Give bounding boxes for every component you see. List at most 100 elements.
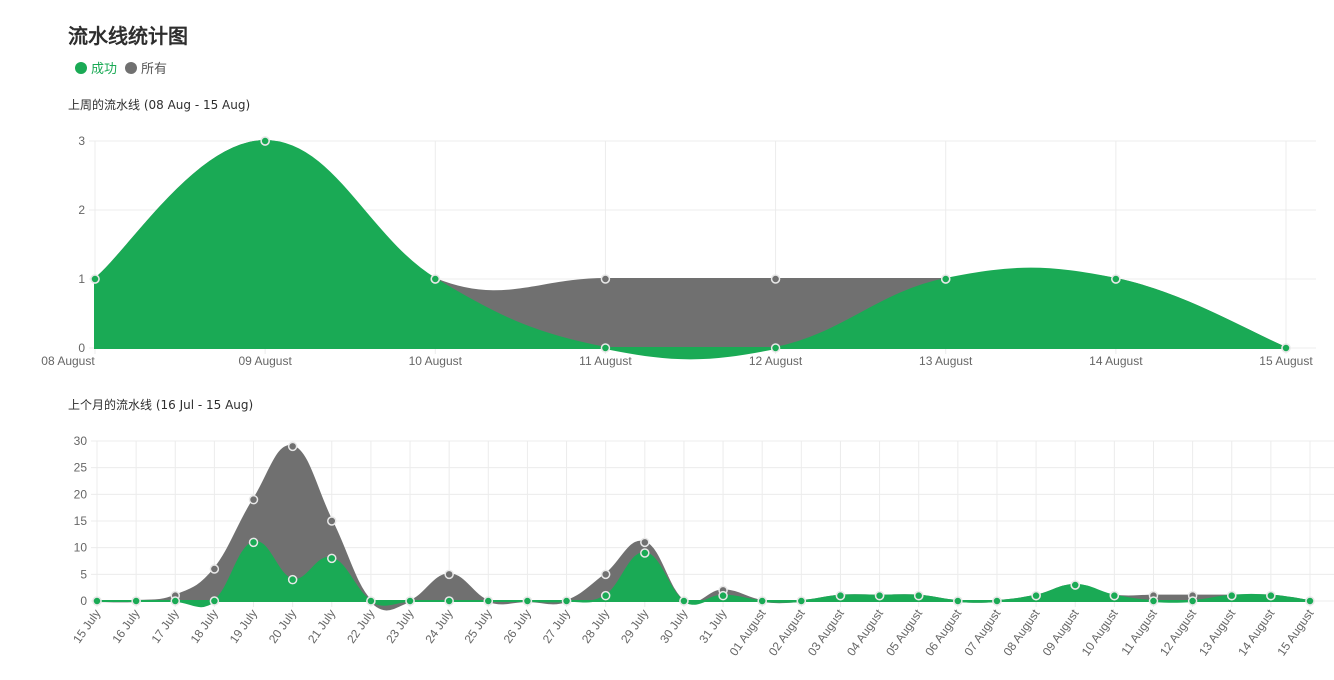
data-point-all: [640, 537, 650, 548]
data-point-success: [90, 274, 100, 284]
data-point-success: [640, 548, 650, 558]
x-tick-label: 28 July: [579, 607, 612, 646]
x-tick-label: 19 July: [227, 607, 260, 646]
chart-title-week: 上周的流水线 (08 Aug - 15 Aug): [68, 98, 251, 112]
data-point-success: [327, 553, 337, 564]
x-tick-label: 11 August: [1118, 606, 1160, 658]
x-tick-label: 08 August: [41, 354, 95, 368]
data-point-success: [757, 596, 767, 606]
x-tick-label: 13 August: [919, 354, 973, 368]
data-point-success: [600, 590, 611, 601]
data-point-success: [561, 596, 572, 606]
x-tick-label: 05 August: [883, 606, 925, 658]
data-point-success: [1109, 590, 1120, 601]
data-point-success: [874, 590, 885, 601]
x-tick-label: 16 July: [109, 607, 142, 646]
data-point-success: [1031, 590, 1041, 601]
legend: 成功 所有: [75, 58, 167, 77]
data-point-success: [92, 596, 102, 606]
data-point-success: [405, 596, 415, 606]
data-point-success: [1226, 590, 1237, 601]
page-title: 流水线统计图: [68, 24, 188, 48]
data-point-success: [1266, 590, 1276, 601]
x-tick-label: 15 July: [70, 607, 103, 646]
data-point-success: [444, 596, 454, 606]
x-tick-label: 31 July: [696, 607, 729, 646]
data-point-success: [366, 596, 376, 606]
data-point-success: [992, 596, 1002, 606]
legend-item-all[interactable]: 所有: [125, 58, 167, 77]
x-tick-label: 06 August: [922, 606, 964, 658]
x-tick-label: 14 August: [1089, 354, 1143, 368]
x-tick-label: 12 August: [749, 354, 803, 368]
x-tick-label: 29 July: [618, 607, 651, 646]
x-tick-label: 14 August: [1235, 606, 1277, 658]
data-point-success: [835, 590, 846, 601]
data-point-all: [770, 274, 781, 284]
series-area-success: [94, 139, 1287, 360]
legend-item-success[interactable]: 成功: [75, 58, 117, 77]
data-point-all: [600, 274, 611, 284]
data-point-success: [600, 343, 611, 353]
y-tick-label: 2: [78, 203, 85, 217]
legend-label: 成功: [91, 62, 118, 77]
data-point-success: [260, 136, 270, 146]
data-point-success: [287, 574, 298, 585]
x-tick-label: 10 August: [409, 354, 463, 368]
x-tick-label: 03 August: [805, 606, 847, 658]
x-tick-label: 15 August: [1274, 606, 1316, 658]
y-tick-label: 0: [80, 594, 87, 608]
x-tick-label: 04 August: [844, 606, 886, 658]
x-tick-label: 22 July: [344, 607, 377, 646]
data-point-success: [170, 596, 181, 606]
y-tick-label: 10: [74, 541, 88, 555]
x-tick-label: 08 August: [1000, 606, 1042, 658]
data-point-success: [718, 590, 728, 601]
x-tick-label: 13 August: [1196, 606, 1238, 658]
data-point-all: [327, 516, 337, 526]
data-point-success: [770, 343, 781, 353]
y-tick-label: 5: [80, 567, 87, 581]
data-point-success: [1305, 596, 1315, 606]
x-tick-label: 26 July: [501, 607, 534, 646]
x-tick-label: 09 August: [238, 354, 292, 368]
y-tick-label: 15: [74, 514, 88, 528]
x-tick-label: 07 August: [961, 606, 1003, 658]
data-point-success: [940, 274, 951, 284]
data-point-success: [1281, 343, 1291, 353]
data-point-all: [287, 441, 298, 452]
data-point-success: [522, 596, 533, 606]
x-tick-label: 24 July: [422, 607, 455, 646]
all-dot-icon: [125, 61, 138, 74]
y-tick-label: 0: [78, 341, 85, 355]
data-point-success: [248, 537, 259, 548]
data-point-success: [430, 274, 441, 284]
data-point-all: [444, 569, 454, 580]
y-tick-label: 25: [74, 461, 88, 475]
data-point-all: [209, 564, 220, 574]
data-point-success: [1187, 596, 1198, 606]
success-dot-icon: [75, 61, 87, 74]
x-tick-label: 20 July: [266, 607, 299, 646]
x-tick-label: 12 August: [1157, 606, 1199, 658]
x-tick-label: 23 July: [383, 607, 416, 646]
x-tick-label: 21 July: [305, 607, 338, 646]
data-point-success: [209, 596, 220, 606]
week-chart: 0 1 2 3 08 August 09 August 10 August 11 August…: [41, 134, 1316, 368]
data-point-all: [600, 569, 611, 580]
data-point-success: [131, 596, 141, 606]
x-tick-label: 10 August: [1079, 606, 1121, 658]
x-tick-label: 17 July: [148, 607, 181, 646]
x-tick-label: 30 July: [657, 607, 690, 646]
x-tick-label: 11 August: [579, 354, 632, 368]
y-tick-label: 3: [78, 134, 85, 148]
chart-title-month: 上个月的流水线 (16 Jul - 15 Aug): [68, 398, 254, 412]
x-tick-label: 25 July: [461, 607, 494, 646]
data-point-success: [483, 596, 494, 606]
x-tick-label: 18 July: [188, 607, 221, 646]
x-tick-label: 01 August: [727, 606, 769, 658]
data-point-success: [796, 596, 807, 606]
data-point-success: [953, 596, 963, 606]
